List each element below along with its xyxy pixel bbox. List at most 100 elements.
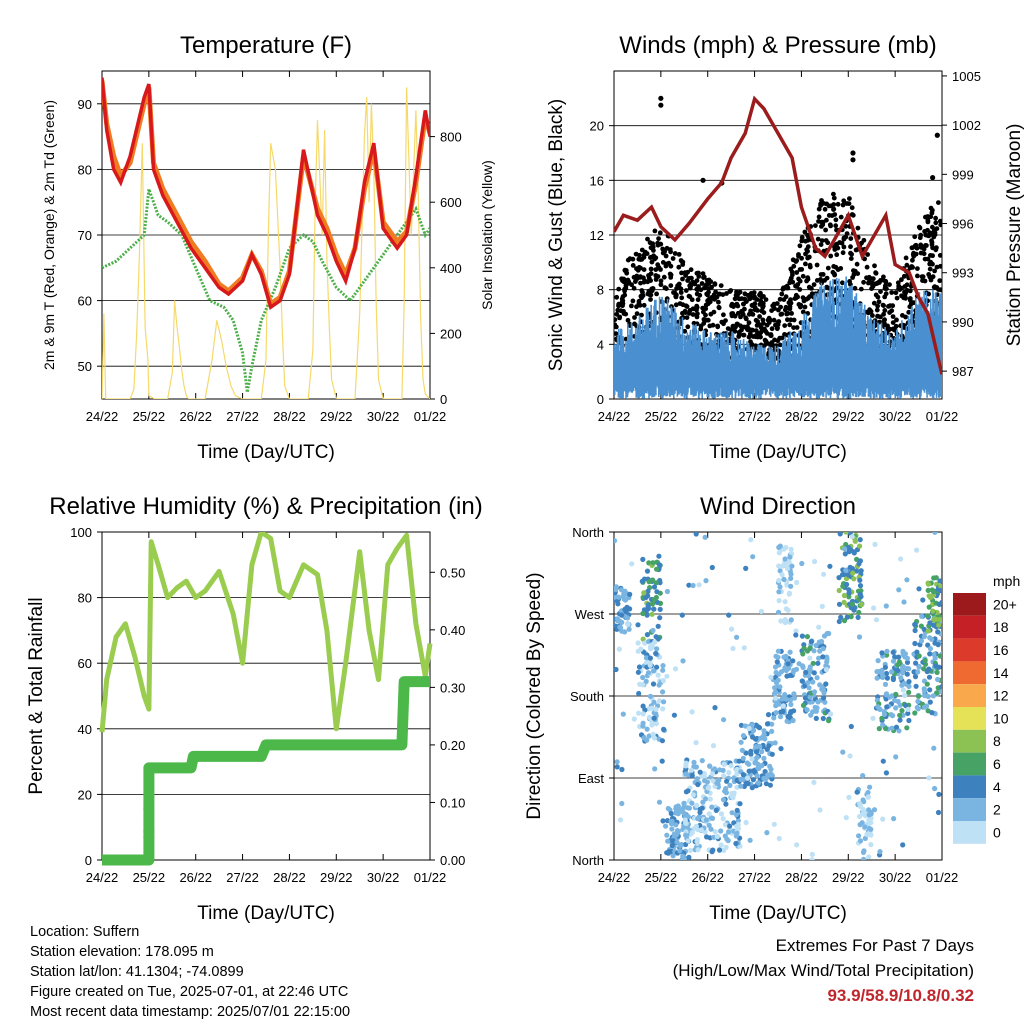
direction-point — [936, 601, 942, 608]
direction-point — [897, 702, 903, 708]
direction-point — [646, 579, 652, 585]
direction-point — [827, 563, 833, 569]
gust-point — [658, 267, 663, 272]
direction-point — [871, 605, 877, 611]
gust-point — [914, 245, 920, 251]
humidity-xtick-label: 25/22 — [133, 870, 166, 885]
direction-point — [740, 776, 746, 783]
direction-point — [660, 663, 666, 669]
direction-point — [905, 706, 911, 713]
direction-point — [655, 672, 661, 678]
gust-point — [646, 288, 652, 294]
gust-point — [676, 264, 682, 270]
gust-point — [648, 292, 654, 298]
direction-point — [912, 621, 918, 628]
gust-point — [853, 247, 859, 253]
direction-point — [759, 749, 765, 755]
direction-point — [790, 658, 796, 664]
gust-point — [881, 303, 886, 308]
direction-point — [615, 618, 621, 624]
colorbar-swatch — [953, 661, 986, 685]
direction-point — [916, 664, 922, 670]
direction-point — [716, 777, 722, 783]
gust-point — [661, 274, 667, 280]
gust-point — [840, 202, 846, 208]
gust-point — [835, 267, 841, 272]
direction-point — [746, 768, 752, 774]
direction-point — [781, 576, 787, 583]
direction-point — [728, 763, 734, 769]
direction-point — [644, 737, 650, 743]
direction-point — [624, 604, 630, 611]
direction-point — [669, 818, 675, 825]
gust-point — [777, 296, 783, 302]
direction-point — [755, 780, 762, 786]
direction-point — [800, 664, 806, 671]
gust-point — [890, 314, 896, 319]
gust-point — [779, 291, 785, 297]
direction-point — [685, 788, 691, 794]
gust-point — [803, 238, 808, 244]
gust-point — [799, 255, 804, 261]
direction-point — [786, 559, 792, 565]
gust-point — [764, 322, 770, 328]
direction-point — [774, 700, 781, 706]
gust-point — [827, 222, 833, 228]
colorbar-unit: mph — [993, 573, 1020, 589]
direction-point — [733, 812, 739, 818]
gust-point — [816, 206, 822, 212]
direction-point — [651, 596, 658, 602]
direction-point — [879, 715, 885, 721]
colorbar-label: 4 — [993, 779, 1001, 795]
gust-point — [903, 255, 909, 261]
gust-point — [703, 312, 708, 318]
direction-point — [788, 701, 794, 708]
gust-point — [716, 299, 721, 305]
direction-point — [851, 550, 857, 556]
gust-point — [741, 332, 747, 338]
gust-point — [649, 259, 655, 265]
direction-point — [782, 556, 788, 562]
gust-point — [679, 270, 684, 276]
direction-point — [872, 541, 878, 548]
gust-point — [695, 297, 701, 303]
gust-point — [847, 196, 852, 202]
direction-point — [809, 851, 815, 858]
gust-point — [694, 278, 700, 283]
direction-ytick-label: East — [578, 771, 604, 786]
winds-ytick-label: 8 — [597, 283, 604, 298]
direction-point — [783, 544, 789, 551]
direction-point — [924, 668, 930, 675]
direction-point — [906, 666, 912, 672]
direction-point — [880, 758, 886, 764]
gust-point — [682, 328, 688, 334]
gust-point — [701, 275, 706, 280]
direction-point — [779, 572, 785, 578]
gust-point — [699, 281, 705, 286]
direction-point — [890, 675, 897, 681]
gust-point — [673, 302, 679, 308]
gust-point — [885, 323, 890, 329]
humidity-xtick-label: 27/22 — [226, 870, 259, 885]
gust-point — [907, 296, 913, 301]
gust-point — [925, 233, 931, 239]
direction-point — [707, 796, 713, 802]
direction-point — [904, 659, 911, 666]
gust-point — [807, 262, 813, 268]
gust-point — [715, 324, 721, 330]
direction-point — [673, 810, 679, 816]
gust-point — [692, 281, 698, 287]
direction-point — [660, 706, 666, 712]
direction-point — [787, 649, 793, 655]
direction-point — [644, 612, 650, 618]
direction-point — [804, 634, 811, 640]
direction-point — [865, 794, 872, 800]
humidity-chart: Relative Humidity (%) & Precipitation (i… — [26, 493, 483, 924]
gust-point — [848, 250, 853, 256]
direction-point — [785, 713, 791, 720]
direction-point — [847, 753, 853, 759]
gust-point — [689, 275, 694, 281]
gust-point — [638, 257, 643, 262]
gust-point — [758, 334, 763, 340]
direction-chart: Wind Direction Time (Day/UTC) Direction (C… — [524, 493, 1020, 924]
